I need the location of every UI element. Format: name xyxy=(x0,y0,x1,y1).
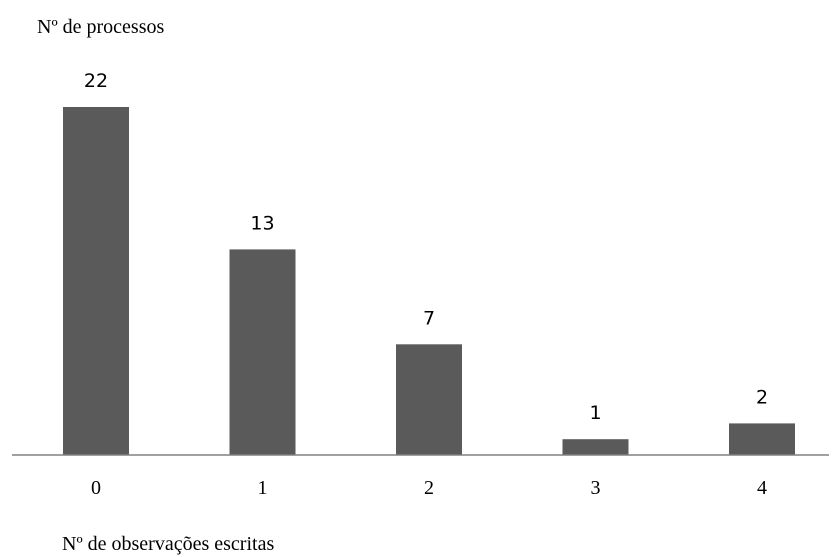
x-tick-label-1: 1 xyxy=(258,477,268,499)
x-tick-label-3: 3 xyxy=(591,477,601,499)
bar-1 xyxy=(229,249,296,455)
data-label-1: 13 xyxy=(250,212,274,234)
bars-group xyxy=(63,107,795,455)
x-axis-title: Nº de observações escritas xyxy=(62,533,274,555)
y-axis-title: Nº de processos xyxy=(37,16,165,38)
x-tick-label-4: 4 xyxy=(757,477,767,499)
data-label-3: 1 xyxy=(589,402,601,424)
data-label-0: 22 xyxy=(84,70,108,92)
data-label-2: 7 xyxy=(423,307,435,329)
bar-0 xyxy=(63,107,129,455)
x-tick-label-0: 0 xyxy=(91,477,101,499)
x-tick-label-2: 2 xyxy=(424,477,434,499)
data-labels-group: 22 13 7 1 2 xyxy=(84,70,768,424)
data-label-4: 2 xyxy=(756,386,768,408)
bar-2 xyxy=(396,344,462,455)
bar-4 xyxy=(729,423,795,455)
x-tick-labels-group: 0 1 2 3 4 xyxy=(91,477,767,499)
bar-3 xyxy=(562,439,629,455)
